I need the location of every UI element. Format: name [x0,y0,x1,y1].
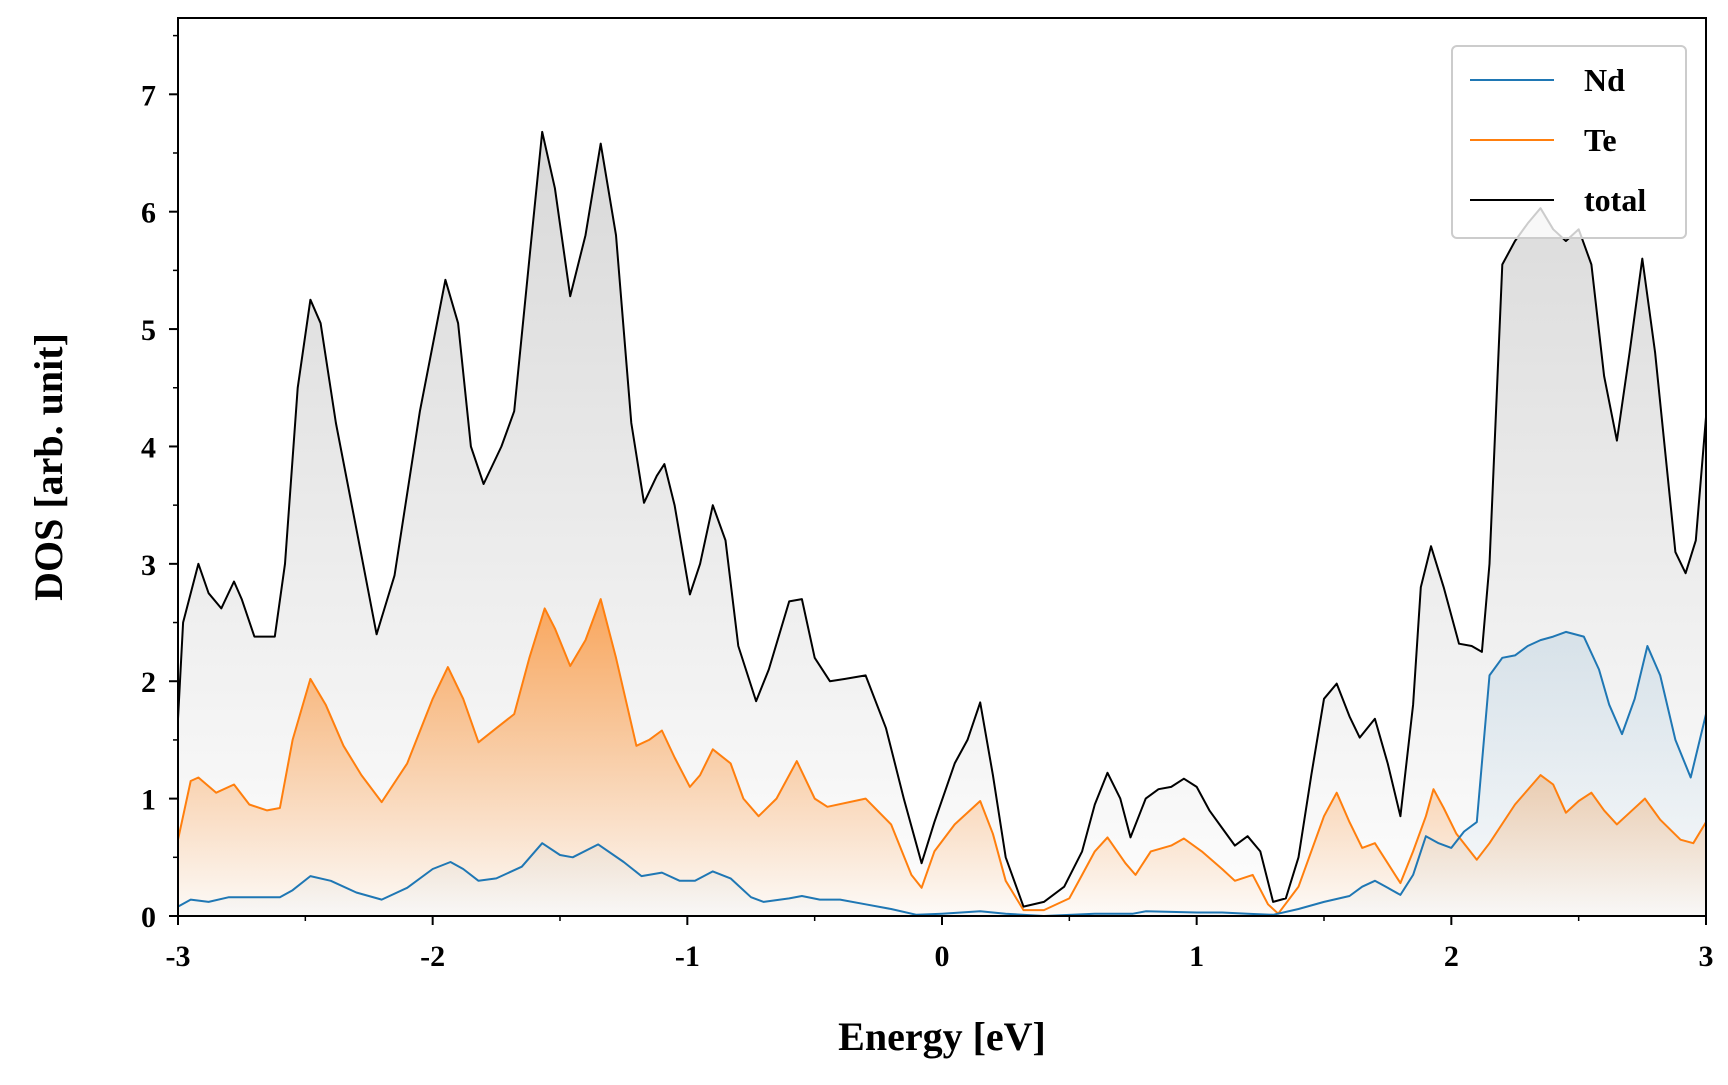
line-te [177,598,1707,915]
area-fills [178,131,1706,916]
y-tick-label: 3 [141,549,156,582]
y-tick-label: 0 [141,901,156,934]
legend-label-nd: Nd [1584,62,1625,98]
axis-ticks: -3 -2 -1 0 1 2 3 0 1 2 3 4 5 6 7 [141,34,1714,973]
area-te [178,599,1706,916]
legend-label-total: total [1584,182,1646,218]
x-tick-label: -3 [166,940,191,973]
legend: Nd Te total [1451,45,1687,239]
x-axis-label: Energy [eV] [838,1014,1046,1059]
y-tick-label: 5 [141,314,156,347]
legend-label-te: Te [1584,122,1617,158]
x-tick-label: -1 [675,940,700,973]
y-tick-label: 2 [141,666,156,699]
x-tick-label: -2 [420,940,445,973]
y-tick-label: 1 [141,784,156,817]
y-axis-label: DOS [arb. unit] [26,333,71,601]
x-tick-label: 1 [1189,940,1204,973]
legend-box [1451,45,1687,239]
series-lines [177,130,1707,917]
y-tick-label: 7 [141,79,156,112]
line-nd [177,630,1707,917]
x-tick-label: 2 [1444,940,1459,973]
x-tick-label: 0 [935,940,950,973]
line-total [177,130,1707,908]
y-tick-label: 6 [141,197,156,230]
y-tick-label: 4 [141,431,156,464]
x-tick-label: 3 [1699,940,1714,973]
area-nd [178,631,1706,916]
